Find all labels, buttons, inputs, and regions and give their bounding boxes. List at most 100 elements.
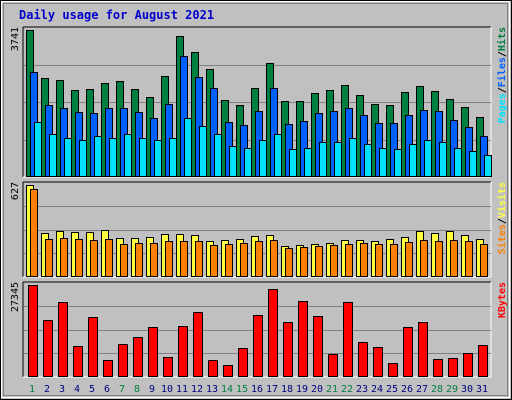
bar-kbytes bbox=[253, 315, 263, 377]
x-tick-label: 9 bbox=[149, 384, 155, 395]
legend-entry: Pages bbox=[497, 93, 508, 123]
bar-sites bbox=[225, 244, 233, 277]
bar-sites bbox=[375, 244, 383, 277]
x-tick-label: 28 bbox=[431, 384, 443, 395]
x-tick-label: 3 bbox=[59, 384, 65, 395]
bar-kbytes bbox=[208, 360, 218, 377]
bar-sites bbox=[330, 245, 338, 277]
bar-sites bbox=[255, 241, 263, 277]
x-tick-label: 30 bbox=[461, 384, 473, 395]
bar-kbytes bbox=[223, 365, 233, 377]
legend-entry: Visits bbox=[496, 182, 508, 218]
x-tick-label: 2 bbox=[44, 384, 50, 395]
bar-kbytes bbox=[403, 327, 413, 377]
y-max-label: 627 bbox=[10, 182, 21, 200]
legend-entry: / bbox=[497, 218, 508, 224]
bar-kbytes bbox=[73, 346, 83, 377]
bar-kbytes bbox=[118, 344, 128, 377]
kbytes-panel: 27345 KBytes bbox=[10, 281, 508, 378]
x-tick-label: 7 bbox=[119, 384, 125, 395]
bar-pages bbox=[379, 148, 387, 177]
bar-kbytes bbox=[448, 358, 458, 377]
bar-pages bbox=[409, 144, 417, 177]
x-axis-labels: 1 2 3 4 5 6 7 8 9 10 11 12 13 14 15 16 17 18 19 20 21 22 23 24 2… bbox=[29, 384, 488, 395]
bar-pages bbox=[319, 142, 327, 177]
bar-sites bbox=[75, 239, 83, 277]
frame-shadow bbox=[3, 3, 508, 396]
x-tick-label: 4 bbox=[74, 384, 80, 395]
legend-entry: / bbox=[497, 87, 508, 93]
x-tick-label: 14 bbox=[221, 384, 233, 395]
bar-kbytes bbox=[358, 342, 368, 377]
bar-kbytes bbox=[328, 354, 338, 377]
bar-sites bbox=[120, 244, 128, 277]
bar-sites bbox=[480, 244, 488, 277]
bar-pages bbox=[469, 151, 477, 177]
bar-pages bbox=[199, 126, 207, 177]
x-tick-label: 17 bbox=[266, 384, 278, 395]
x-tick-label: 27 bbox=[416, 384, 428, 395]
bar-pages bbox=[349, 138, 357, 177]
bar-sites bbox=[465, 241, 473, 277]
x-tick-label: 20 bbox=[311, 384, 323, 395]
x-tick-label: 26 bbox=[401, 384, 413, 395]
legend-entry: / bbox=[497, 51, 508, 57]
x-tick-label: 13 bbox=[206, 384, 218, 395]
x-tick-label: 23 bbox=[356, 384, 368, 395]
bar-sites bbox=[405, 242, 413, 277]
bar-sites bbox=[345, 244, 353, 277]
legend: Sites/Visits bbox=[496, 182, 508, 254]
bar-kbytes bbox=[373, 347, 383, 377]
legend-entry: KBytes bbox=[497, 282, 508, 318]
bar-pages bbox=[124, 134, 132, 177]
bar-sites bbox=[300, 247, 308, 277]
bar-kbytes bbox=[418, 322, 428, 377]
x-tick-label: 16 bbox=[251, 384, 263, 395]
bar-sites bbox=[210, 245, 218, 277]
bar-pages bbox=[394, 149, 402, 177]
bar-kbytes bbox=[478, 345, 488, 377]
x-tick-label: 5 bbox=[89, 384, 95, 395]
bar-pages bbox=[334, 142, 342, 177]
bar-kbytes bbox=[43, 320, 53, 377]
bar-kbytes bbox=[343, 302, 353, 377]
bar-pages bbox=[274, 134, 282, 177]
x-tick-label: 11 bbox=[176, 384, 188, 395]
bar-sites bbox=[360, 243, 368, 277]
bar-sites bbox=[390, 244, 398, 277]
bar-sites bbox=[60, 238, 68, 277]
y-max-label: 27345 bbox=[10, 282, 21, 312]
bar-sites bbox=[135, 243, 143, 277]
bar-sites bbox=[240, 243, 248, 277]
bar-pages bbox=[259, 140, 267, 177]
x-tick-label: 25 bbox=[386, 384, 398, 395]
bar-pages bbox=[289, 149, 297, 177]
bar-pages bbox=[244, 148, 252, 177]
bar-kbytes bbox=[388, 363, 398, 377]
bar-kbytes bbox=[433, 359, 443, 377]
bar-pages bbox=[94, 136, 102, 177]
bar-pages bbox=[169, 138, 177, 177]
bar-pages bbox=[364, 144, 372, 177]
x-tick-label: 29 bbox=[446, 384, 458, 395]
bar-pages bbox=[214, 134, 222, 177]
x-tick-label: 19 bbox=[296, 384, 308, 395]
visits-sites-panel: 627 Sites/Visits bbox=[10, 181, 508, 278]
bar-sites bbox=[435, 241, 443, 277]
bar-kbytes bbox=[28, 285, 38, 377]
bar-sites bbox=[105, 239, 113, 277]
bar-sites bbox=[150, 243, 158, 277]
bar-pages bbox=[49, 134, 57, 177]
x-tick-label: 24 bbox=[371, 384, 383, 395]
x-tick-label: 1 bbox=[29, 384, 35, 395]
bar-pages bbox=[64, 138, 72, 177]
x-tick-label: 8 bbox=[134, 384, 140, 395]
bar-kbytes bbox=[463, 353, 473, 377]
bar-kbytes bbox=[268, 289, 278, 377]
bar-sites bbox=[90, 240, 98, 277]
bar-sites bbox=[195, 241, 203, 277]
